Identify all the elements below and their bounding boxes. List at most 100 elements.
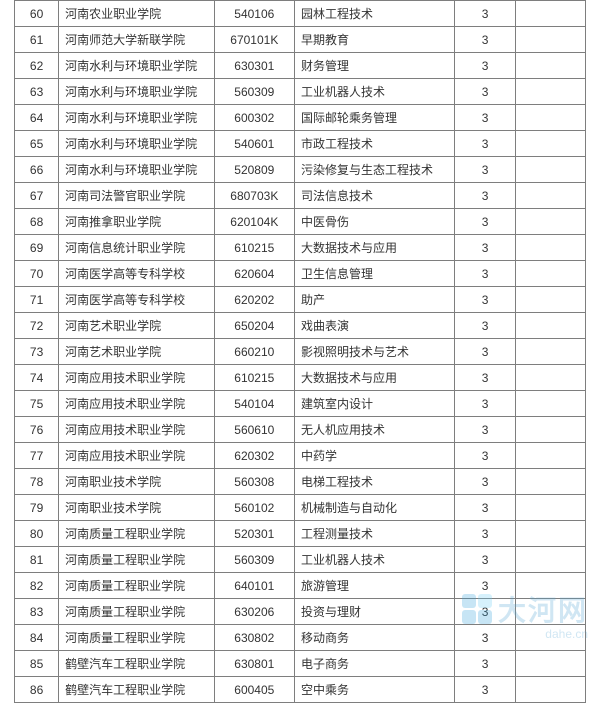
program-years: 3	[455, 443, 515, 469]
program-code: 630301	[214, 53, 294, 79]
table-row: 86鹤壁汽车工程职业学院600405空中乘务3	[15, 677, 586, 703]
program-code: 560308	[214, 469, 294, 495]
program-years: 3	[455, 469, 515, 495]
extra-cell	[515, 677, 585, 703]
program-years: 3	[455, 573, 515, 599]
program-name: 市政工程技术	[294, 131, 455, 157]
school-name: 河南信息统计职业学院	[59, 235, 215, 261]
program-years: 3	[455, 365, 515, 391]
program-name: 园林工程技术	[294, 1, 455, 27]
extra-cell	[515, 261, 585, 287]
program-code: 620302	[214, 443, 294, 469]
school-name: 河南质量工程职业学院	[59, 573, 215, 599]
extra-cell	[515, 417, 585, 443]
table-row: 70河南医学高等专科学校620604卫生信息管理3	[15, 261, 586, 287]
row-index: 84	[15, 625, 59, 651]
program-name: 电子商务	[294, 651, 455, 677]
row-index: 62	[15, 53, 59, 79]
table-row: 79河南职业技术学院560102机械制造与自动化3	[15, 495, 586, 521]
program-code: 540106	[214, 1, 294, 27]
extra-cell	[515, 157, 585, 183]
extra-cell	[515, 53, 585, 79]
programs-table: 60河南农业职业学院540106园林工程技术361河南师范大学新联学院67010…	[14, 0, 586, 703]
program-years: 3	[455, 27, 515, 53]
extra-cell	[515, 495, 585, 521]
program-code: 560610	[214, 417, 294, 443]
program-years: 3	[455, 105, 515, 131]
extra-cell	[515, 79, 585, 105]
row-index: 78	[15, 469, 59, 495]
row-index: 61	[15, 27, 59, 53]
program-code: 600405	[214, 677, 294, 703]
extra-cell	[515, 339, 585, 365]
table-row: 74河南应用技术职业学院610215大数据技术与应用3	[15, 365, 586, 391]
school-name: 河南应用技术职业学院	[59, 417, 215, 443]
program-name: 早期教育	[294, 27, 455, 53]
program-years: 3	[455, 261, 515, 287]
school-name: 河南质量工程职业学院	[59, 521, 215, 547]
program-name: 投资与理财	[294, 599, 455, 625]
program-name: 中药学	[294, 443, 455, 469]
program-code: 630206	[214, 599, 294, 625]
program-name: 无人机应用技术	[294, 417, 455, 443]
extra-cell	[515, 183, 585, 209]
program-name: 财务管理	[294, 53, 455, 79]
program-name: 空中乘务	[294, 677, 455, 703]
table-row: 68河南推拿职业学院620104K中医骨伤3	[15, 209, 586, 235]
program-code: 620604	[214, 261, 294, 287]
table-row: 72河南艺术职业学院650204戏曲表演3	[15, 313, 586, 339]
school-name: 河南应用技术职业学院	[59, 391, 215, 417]
program-code: 560309	[214, 547, 294, 573]
program-years: 3	[455, 391, 515, 417]
extra-cell	[515, 469, 585, 495]
table-row: 64河南水利与环境职业学院600302国际邮轮乘务管理3	[15, 105, 586, 131]
table-row: 76河南应用技术职业学院560610无人机应用技术3	[15, 417, 586, 443]
program-years: 3	[455, 209, 515, 235]
program-years: 3	[455, 651, 515, 677]
program-name: 机械制造与自动化	[294, 495, 455, 521]
program-name: 影视照明技术与艺术	[294, 339, 455, 365]
row-index: 76	[15, 417, 59, 443]
row-index: 71	[15, 287, 59, 313]
row-index: 64	[15, 105, 59, 131]
program-years: 3	[455, 131, 515, 157]
program-name: 移动商务	[294, 625, 455, 651]
extra-cell	[515, 391, 585, 417]
extra-cell	[515, 105, 585, 131]
program-name: 工业机器人技术	[294, 79, 455, 105]
table-row: 67河南司法警官职业学院680703K司法信息技术3	[15, 183, 586, 209]
table-row: 69河南信息统计职业学院610215大数据技术与应用3	[15, 235, 586, 261]
program-code: 630801	[214, 651, 294, 677]
row-index: 77	[15, 443, 59, 469]
school-name: 河南艺术职业学院	[59, 339, 215, 365]
program-code: 680703K	[214, 183, 294, 209]
table-row: 61河南师范大学新联学院670101K早期教育3	[15, 27, 586, 53]
table-row: 71河南医学高等专科学校620202助产3	[15, 287, 586, 313]
program-years: 3	[455, 339, 515, 365]
school-name: 河南水利与环境职业学院	[59, 79, 215, 105]
school-name: 河南水利与环境职业学院	[59, 53, 215, 79]
program-name: 大数据技术与应用	[294, 365, 455, 391]
school-name: 河南医学高等专科学校	[59, 287, 215, 313]
school-name: 鹤壁汽车工程职业学院	[59, 651, 215, 677]
extra-cell	[515, 651, 585, 677]
table-row: 85鹤壁汽车工程职业学院630801电子商务3	[15, 651, 586, 677]
school-name: 河南职业技术学院	[59, 495, 215, 521]
extra-cell	[515, 235, 585, 261]
row-index: 68	[15, 209, 59, 235]
program-name: 大数据技术与应用	[294, 235, 455, 261]
table-row: 83河南质量工程职业学院630206投资与理财3	[15, 599, 586, 625]
school-name: 河南应用技术职业学院	[59, 443, 215, 469]
row-index: 70	[15, 261, 59, 287]
program-years: 3	[455, 79, 515, 105]
school-name: 河南艺术职业学院	[59, 313, 215, 339]
program-years: 3	[455, 521, 515, 547]
program-code: 520301	[214, 521, 294, 547]
school-name: 河南质量工程职业学院	[59, 625, 215, 651]
program-code: 630802	[214, 625, 294, 651]
extra-cell	[515, 131, 585, 157]
row-index: 74	[15, 365, 59, 391]
extra-cell	[515, 573, 585, 599]
program-code: 610215	[214, 235, 294, 261]
program-name: 国际邮轮乘务管理	[294, 105, 455, 131]
